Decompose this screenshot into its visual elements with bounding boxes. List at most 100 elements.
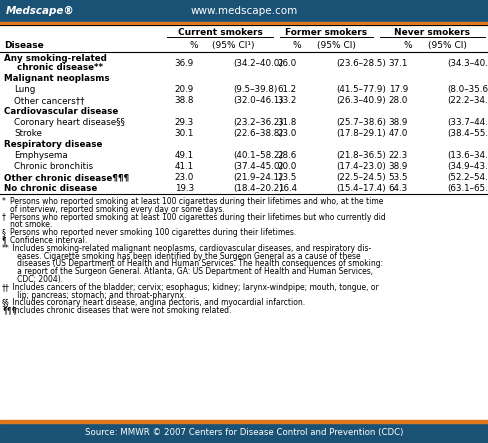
Text: (95% CI): (95% CI)	[427, 41, 467, 50]
Text: Persons who reported never smoking 100 cigarettes during their lifetimes.: Persons who reported never smoking 100 c…	[10, 228, 296, 237]
Text: (34.3–40.0): (34.3–40.0)	[447, 58, 488, 67]
Text: †: †	[2, 213, 8, 222]
Text: Disease: Disease	[4, 41, 44, 50]
Text: Stroke: Stroke	[14, 129, 42, 138]
Text: (17.8–29.1): (17.8–29.1)	[336, 129, 386, 138]
Text: Other cancers††: Other cancers††	[14, 96, 84, 105]
Text: Malignant neoplasms: Malignant neoplasms	[4, 74, 110, 83]
Text: 33.2: 33.2	[278, 96, 297, 105]
Text: (23.6–28.5): (23.6–28.5)	[336, 58, 386, 67]
Text: %: %	[190, 41, 198, 50]
Text: (21.8–36.5): (21.8–36.5)	[336, 151, 386, 160]
Text: a report of the Surgeon General. Atlanta, GA: US Department of Health and Human : a report of the Surgeon General. Atlanta…	[10, 267, 373, 276]
Text: 29.3: 29.3	[175, 118, 194, 127]
Text: §: §	[2, 228, 8, 237]
Text: Chronic bronchitis: Chronic bronchitis	[14, 162, 93, 171]
Text: (8.0–35.6): (8.0–35.6)	[447, 85, 488, 94]
Text: 53.5: 53.5	[388, 173, 408, 182]
Text: (18.4–20.2): (18.4–20.2)	[233, 184, 283, 193]
Text: ††: ††	[2, 283, 10, 292]
Text: ¶¶¶: ¶¶¶	[2, 306, 17, 315]
Text: (13.6–34.3): (13.6–34.3)	[447, 151, 488, 160]
Text: 23.5: 23.5	[278, 173, 297, 182]
Text: 23.0: 23.0	[175, 173, 194, 182]
Text: %: %	[404, 41, 412, 50]
Text: 49.1: 49.1	[175, 151, 194, 160]
Text: Includes cancers of the bladder; cervix; esophagus; kidney; larynx-windpipe; mou: Includes cancers of the bladder; cervix;…	[10, 283, 379, 292]
Text: lip; pancreas; stomach; and throat-pharynx.: lip; pancreas; stomach; and throat-phary…	[10, 291, 186, 299]
Bar	[0, 0, 488, 22]
Text: 23.0: 23.0	[278, 129, 297, 138]
Text: (33.7–44.4): (33.7–44.4)	[447, 118, 488, 127]
Text: 38.8: 38.8	[175, 96, 194, 105]
Text: (25.7–38.6): (25.7–38.6)	[336, 118, 386, 127]
Text: Lung: Lung	[14, 85, 35, 94]
Text: Former smokers: Former smokers	[285, 27, 367, 36]
Text: Any smoking-related: Any smoking-related	[4, 54, 107, 63]
Text: 36.9: 36.9	[175, 58, 194, 67]
Text: (22.6–38.8): (22.6–38.8)	[233, 129, 283, 138]
Text: (37.4–45.0): (37.4–45.0)	[233, 162, 283, 171]
Text: Confidence interval.: Confidence interval.	[10, 236, 87, 245]
Text: (23.2–36.2): (23.2–36.2)	[233, 118, 283, 127]
Text: Current smokers: Current smokers	[178, 27, 263, 36]
Text: (95% CI): (95% CI)	[317, 41, 355, 50]
Text: 37.1: 37.1	[388, 58, 408, 67]
Text: CDC; 2004).: CDC; 2004).	[10, 275, 63, 284]
Text: Coronary heart disease§§: Coronary heart disease§§	[14, 118, 125, 127]
Text: 38.9: 38.9	[388, 162, 408, 171]
Text: Other chronic disease¶¶¶: Other chronic disease¶¶¶	[4, 173, 129, 182]
Text: chronic disease**: chronic disease**	[14, 63, 103, 72]
Text: Source: MMWR © 2007 Centers for Disease Control and Prevention (CDC): Source: MMWR © 2007 Centers for Disease …	[85, 428, 403, 438]
Text: (32.0–46.1): (32.0–46.1)	[233, 96, 283, 105]
Text: 22.3: 22.3	[389, 151, 408, 160]
Text: Emphysema: Emphysema	[14, 151, 68, 160]
Text: (34.9–43.0): (34.9–43.0)	[447, 162, 488, 171]
Bar	[0, 423, 488, 443]
Text: 17.9: 17.9	[389, 85, 408, 94]
Text: (21.9–24.1): (21.9–24.1)	[233, 173, 283, 182]
Text: diseases (US Department of Health and Human Services. The health consequences of: diseases (US Department of Health and Hu…	[10, 260, 383, 268]
Text: *: *	[2, 197, 8, 206]
Text: Persons who reported smoking at least 100 cigarettes during their lifetimes and : Persons who reported smoking at least 10…	[10, 197, 384, 206]
Bar	[0, 22, 488, 25]
Text: Cardiovascular disease: Cardiovascular disease	[4, 107, 118, 116]
Text: 47.0: 47.0	[388, 129, 408, 138]
Text: Medscape®: Medscape®	[6, 6, 75, 16]
Text: Includes chronic diseases that were not smoking related.: Includes chronic diseases that were not …	[10, 306, 231, 315]
Bar	[0, 420, 488, 423]
Text: Includes coronary heart disease, angina pectoris, and myocardial infarction.: Includes coronary heart disease, angina …	[10, 299, 305, 307]
Text: 28.0: 28.0	[388, 96, 408, 105]
Text: of interview, reported smoking every day or some days.: of interview, reported smoking every day…	[10, 205, 225, 214]
Text: 20.0: 20.0	[278, 162, 297, 171]
Text: 64.3: 64.3	[389, 184, 408, 193]
Text: No chronic disease: No chronic disease	[4, 184, 97, 193]
Text: (52.2–54.9): (52.2–54.9)	[447, 173, 488, 182]
Text: (17.4–23.0): (17.4–23.0)	[336, 162, 386, 171]
Text: (38.4–55.8): (38.4–55.8)	[447, 129, 488, 138]
Text: %: %	[293, 41, 301, 50]
Text: (15.4–17.4): (15.4–17.4)	[336, 184, 386, 193]
Text: (26.3–40.9): (26.3–40.9)	[336, 96, 386, 105]
Text: Includes smoking-related malignant neoplasms, cardiovascular diseases, and respi: Includes smoking-related malignant neopl…	[10, 244, 371, 253]
Text: 16.4: 16.4	[278, 184, 297, 193]
Text: §§: §§	[2, 299, 10, 307]
Text: www.medscape.com: www.medscape.com	[190, 6, 298, 16]
Text: 31.8: 31.8	[278, 118, 297, 127]
Text: 28.6: 28.6	[278, 151, 297, 160]
Text: (63.1–65.6): (63.1–65.6)	[447, 184, 488, 193]
Text: (40.1–58.2): (40.1–58.2)	[233, 151, 283, 160]
Text: (34.2–40.0): (34.2–40.0)	[233, 58, 283, 67]
Text: 26.0: 26.0	[278, 58, 297, 67]
Text: Respiratory disease: Respiratory disease	[4, 140, 102, 149]
Text: ¶: ¶	[2, 236, 9, 245]
Text: 38.9: 38.9	[388, 118, 408, 127]
Text: 61.2: 61.2	[278, 85, 297, 94]
Text: not smoke.: not smoke.	[10, 221, 52, 229]
Text: (22.2–34.7): (22.2–34.7)	[447, 96, 488, 105]
Text: Persons who reported smoking at least 100 cigarettes during their lifetimes but : Persons who reported smoking at least 10…	[10, 213, 386, 222]
Text: **: **	[2, 244, 10, 253]
Text: Never smokers: Never smokers	[394, 27, 470, 36]
Text: 19.3: 19.3	[175, 184, 194, 193]
Text: 20.9: 20.9	[175, 85, 194, 94]
